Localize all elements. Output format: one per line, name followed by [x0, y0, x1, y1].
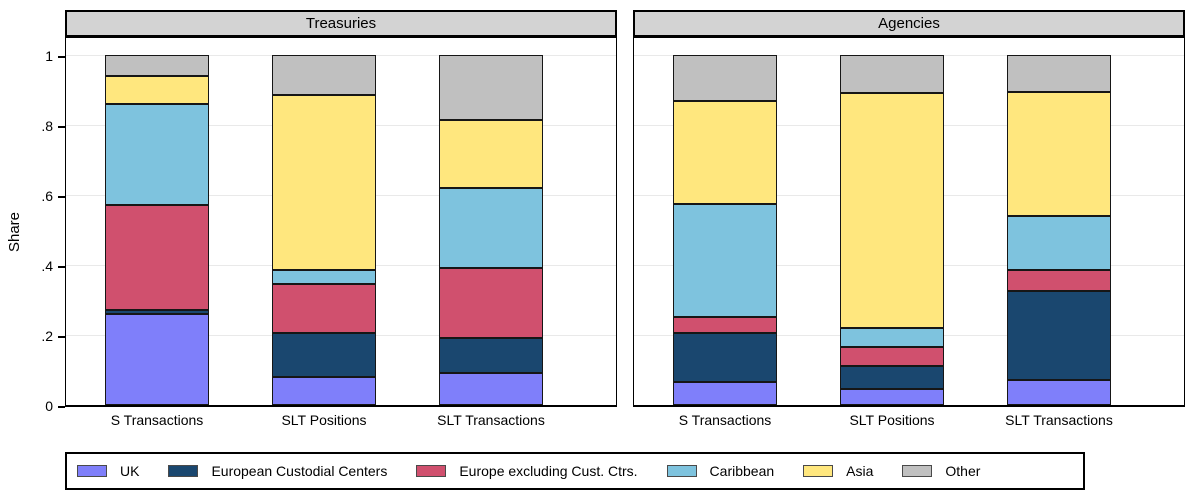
y-tick-label: .8: [41, 118, 53, 134]
bar-segment: [439, 120, 543, 188]
plot-area-agencies: [633, 37, 1185, 407]
bar-segment: [105, 205, 209, 310]
bar-segment: [105, 310, 209, 314]
bar-segment: [840, 328, 944, 347]
bar-segment: [439, 188, 543, 268]
plot-area-treasuries: [65, 37, 617, 407]
bar-segment: [439, 338, 543, 373]
bar-segment: [1007, 92, 1111, 216]
legend-item: Caribbean: [666, 463, 775, 479]
bar-segment: [272, 333, 376, 377]
bar-segment: [105, 76, 209, 104]
legend-label: Other: [945, 463, 981, 479]
panel-agencies: Agencies S Transactions SLT Positions SLT …: [633, 0, 1185, 440]
bar-segment: [1007, 55, 1111, 92]
panel-title-agencies: Agencies: [633, 10, 1185, 37]
bar-segment: [1007, 380, 1111, 405]
legend-item: Other: [902, 463, 980, 479]
bar-segment: [673, 382, 777, 405]
y-tick-mark: [58, 56, 65, 58]
bar-segment: [840, 347, 944, 366]
bar-segment: [840, 389, 944, 405]
bar-segment: [439, 55, 543, 120]
bar-segment: [272, 270, 376, 284]
bar-segment: [439, 373, 543, 405]
bar-segment: [272, 55, 376, 95]
y-tick-label: .6: [41, 188, 53, 204]
y-tick-mark: [58, 126, 65, 128]
y-tick-label: .2: [41, 328, 53, 344]
x-axis-label: S Transactions: [110, 412, 204, 428]
y-tick-mark: [58, 266, 65, 268]
legend-label: Asia: [846, 463, 874, 479]
bar-segment: [1007, 291, 1111, 380]
legend: UK European Custodial Centers Europe exclu…: [65, 452, 1085, 490]
legend-item: Asia: [803, 463, 873, 479]
legend-label: Caribbean: [709, 463, 775, 479]
x-axis-label: S Transactions: [678, 412, 772, 428]
legend-swatch: [168, 465, 199, 477]
panel-treasuries: Treasuries S Transactions SLT Positions SL…: [65, 0, 617, 440]
bar-segment: [439, 268, 543, 338]
bar-segment: [673, 101, 777, 204]
bar-segment: [105, 55, 209, 76]
bar-segment: [272, 284, 376, 333]
bar-segment: [105, 314, 209, 405]
bar-segment: [1007, 216, 1111, 270]
bar-segment: [272, 95, 376, 270]
y-tick-label: .4: [41, 258, 53, 274]
legend-label: UK: [120, 463, 140, 479]
legend-item: UK: [77, 463, 139, 479]
y-tick-mark: [58, 336, 65, 338]
bar-segment: [673, 317, 777, 333]
legend-item: European Custodial Centers: [168, 463, 387, 479]
y-tick-label: 0: [45, 398, 53, 414]
x-axis-label: SLT Transactions: [437, 412, 545, 428]
y-tick-label: 1: [45, 48, 53, 64]
bar-segment: [673, 55, 777, 101]
bar-segment: [105, 104, 209, 205]
bar-segment: [840, 55, 944, 93]
legend-swatch: [902, 465, 933, 477]
x-axis-label: SLT Transactions: [1005, 412, 1113, 428]
x-axis-label: SLT Positions: [849, 412, 935, 428]
legend-label: European Custodial Centers: [211, 463, 388, 479]
y-tick-mark: [58, 406, 65, 408]
bar-segment: [272, 377, 376, 405]
panel-title-treasuries: Treasuries: [65, 10, 617, 37]
legend-item: Europe excluding Cust. Ctrs.: [416, 463, 638, 479]
y-tick-mark: [58, 196, 65, 198]
bar-segment: [1007, 270, 1111, 291]
legend-label: Europe excluding Cust. Ctrs.: [459, 463, 638, 479]
legend-swatch: [416, 465, 447, 477]
legend-swatch: [803, 465, 834, 477]
x-axis-label: SLT Positions: [281, 412, 367, 428]
legend-swatch: [77, 465, 107, 477]
y-axis-title: Share: [6, 211, 23, 253]
legend-swatch: [666, 465, 697, 477]
bar-segment: [673, 333, 777, 382]
bar-segment: [673, 204, 777, 317]
bar-segment: [840, 366, 944, 389]
bar-segment: [840, 93, 944, 328]
